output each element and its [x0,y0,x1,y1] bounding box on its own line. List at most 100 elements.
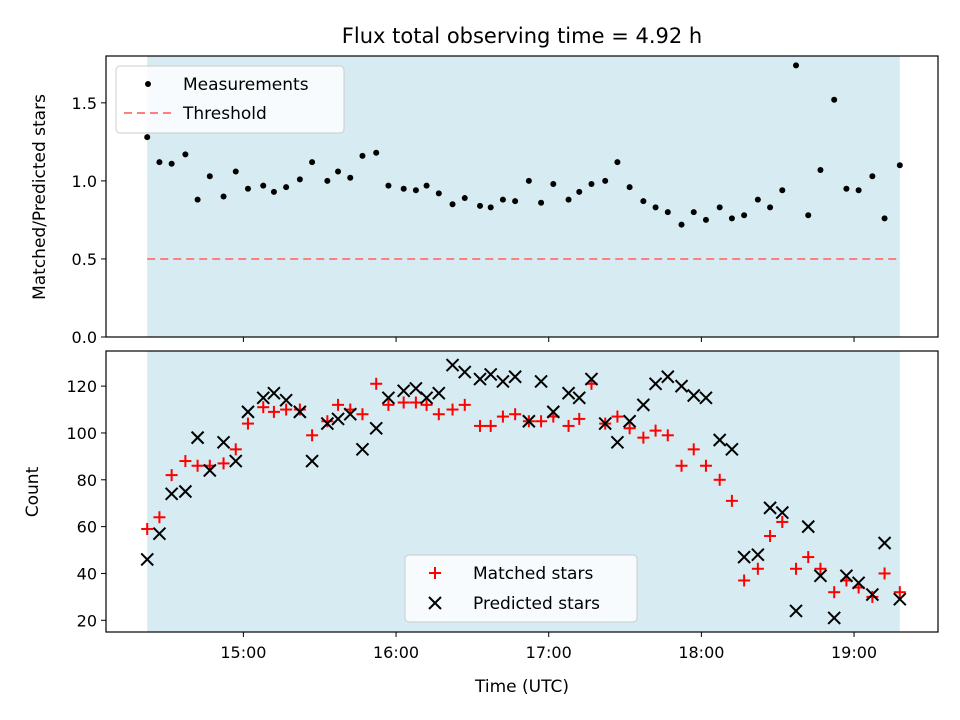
measurement-point [817,166,824,173]
matched-star-point [828,586,841,599]
count-y-tick-label: 100 [66,424,97,443]
measurement-point [309,159,316,166]
matched-star-point [382,398,395,411]
ratio-y-tick-label: 1.5 [72,94,97,113]
count-x-tick-label: 16:00 [373,643,419,662]
predicted-star-point [496,374,510,389]
predicted-star-point [763,501,777,515]
measurement-point [283,184,290,191]
predicted-star-point [546,405,561,419]
predicted-star-point [164,487,179,501]
matched-star-point [751,562,764,575]
predicted-star-point [419,391,434,405]
predicted-star-point [320,416,335,431]
measurement-point [793,62,800,69]
count-x-tick-label: 15:00 [220,643,266,662]
measurement-point [702,216,709,223]
legend-label-measurements: Measurements [183,75,309,95]
measurement-point [588,181,595,188]
measurement-point [550,181,557,188]
measurement-point [640,198,647,205]
matched-star-point [332,398,345,411]
predicted-star-point [687,388,701,403]
matched-star-point [267,405,280,418]
ratio-axis-ticks: 0.0 0.5 1.0 1.5 [72,94,855,347]
matched-star-point [458,398,471,411]
measurement-point [324,177,331,184]
predicted-star-point [343,407,357,421]
measurement-point [461,195,468,202]
measurement-point [716,204,723,211]
measurement-point [182,151,189,158]
predicted-star-point [534,374,548,389]
count-axes-frame [105,350,939,633]
measurement-point [423,182,430,189]
predicted-star-point [674,379,689,393]
measurement-point [347,174,354,181]
predicted-star-point [775,505,789,520]
measurement-point [435,190,442,197]
matched-star-point [484,419,497,432]
count-x-tick-label: 19:00 [831,643,877,662]
matched-star-point [661,429,674,442]
measurement-point [499,196,506,203]
matched-star-point [562,419,575,432]
matched-star-point [409,396,422,409]
predicted-star-point [610,435,625,450]
predicted-star-point [152,526,167,541]
legend-marker-predicted [428,596,442,610]
predicted-star-point [584,372,599,386]
matched-star-point [229,443,242,456]
predicted-star-point [801,519,815,534]
measurement-point [260,182,267,189]
predicted-star-point [381,391,396,405]
measurement-point [652,204,659,211]
matched-star-point [191,459,204,472]
matched-star-point [509,408,522,421]
count-y-tick-label: 80 [77,471,97,490]
x-axis-label: Time (UTC) [474,677,569,697]
predicted-star-point [203,463,217,478]
matched-star-point [764,529,777,542]
matched-star-point [217,457,230,470]
legend-marker-measurements [145,81,151,87]
measurement-point [449,201,456,208]
measurement-point [779,187,786,194]
predicted-star-point [409,381,423,396]
count-x-tick-label: 18:00 [678,643,724,662]
predicted-star-point [445,358,460,372]
measurement-point [194,196,201,203]
measurement-point [767,204,774,211]
matched-star-point [397,396,410,409]
matched-star-point [306,429,319,442]
predicted-star-point [483,367,498,382]
legend-label-matched: Matched stars [473,564,593,584]
figure-title: Flux total observing time = 4.92 h [342,24,702,48]
matched-star-point [637,431,650,444]
ratio-y-tick-label: 0.0 [72,328,97,347]
matched-star-point [790,562,803,575]
count-y-tick-label: 60 [77,518,97,537]
measurement-point [664,209,671,216]
predicted-star-point [256,391,270,405]
predicted-star-point [699,391,713,405]
predicted-star-point [561,386,576,400]
matched-star-point [535,415,548,428]
measurement-point [728,215,735,222]
matched-star-point [165,469,178,482]
predicted-star-point [229,454,243,468]
predicted-star-point [305,454,319,468]
measurement-point [244,185,251,192]
predicted-star-point [661,370,675,384]
ratio-y-axis-label: Matched/Predicted stars [30,94,50,300]
matched-star-point [257,401,270,414]
ratio-axes-frame [105,55,939,338]
matched-star-point [573,412,586,425]
matched-star-point [699,459,712,472]
measurement-point [144,134,151,141]
predicted-star-point [712,433,727,447]
measurement-point [855,187,862,194]
matched-star-point [725,494,738,507]
predicted-star-point [827,611,841,625]
measurement-point [525,177,532,184]
